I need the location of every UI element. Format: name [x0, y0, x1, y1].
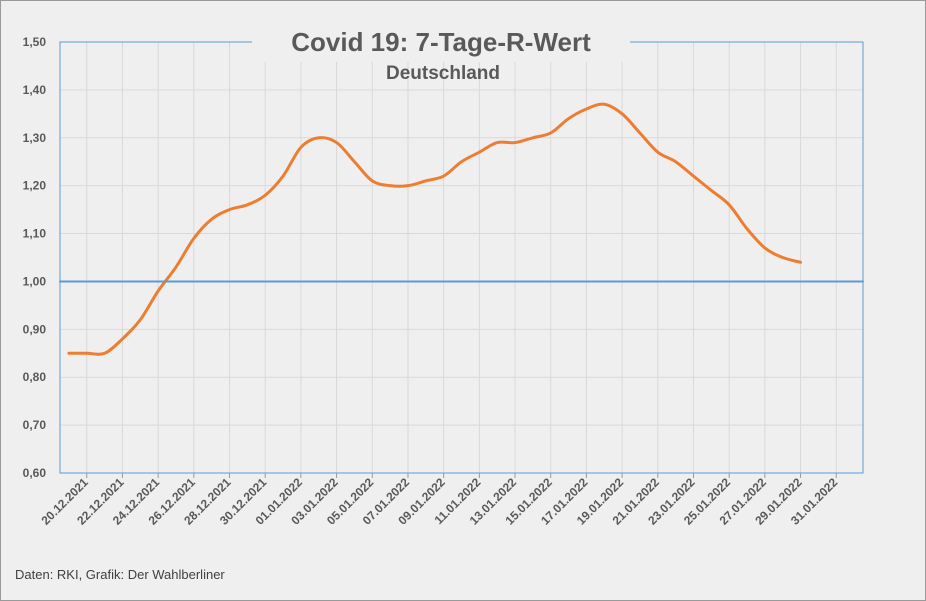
y-tick-label: 1,20 — [23, 179, 47, 193]
y-tick-label: 1,30 — [23, 131, 47, 145]
x-axis-ticks: 20.12.202122.12.202124.12.202126.12.2021… — [39, 473, 841, 528]
y-axis-ticks: 0,60 0,70 0,80 0,90 1,00 1,10 1,20 1,30 1,40 1,50 — [23, 35, 47, 480]
y-tick-label: 1,00 — [23, 274, 47, 288]
y-tick-label: 0,80 — [23, 370, 47, 384]
r-value-line — [67, 102, 803, 356]
source-note: Daten: RKI, Grafik: Der Wahlberliner — [15, 567, 225, 582]
series-group — [59, 102, 864, 356]
y-tick-label: 0,90 — [23, 322, 47, 336]
chart-subtitle: Deutschland — [386, 63, 500, 84]
y-tick-label: 1,10 — [23, 227, 47, 241]
y-tick-label: 0,70 — [23, 418, 47, 432]
title-background — [252, 24, 630, 62]
y-tick-label: 0,60 — [23, 466, 47, 480]
y-tick-label: 1,50 — [23, 35, 47, 49]
chart-title: Covid 19: 7-Tage-R-Wert — [291, 27, 591, 57]
y-tick-label: 1,40 — [23, 83, 47, 97]
gridlines — [60, 42, 863, 473]
